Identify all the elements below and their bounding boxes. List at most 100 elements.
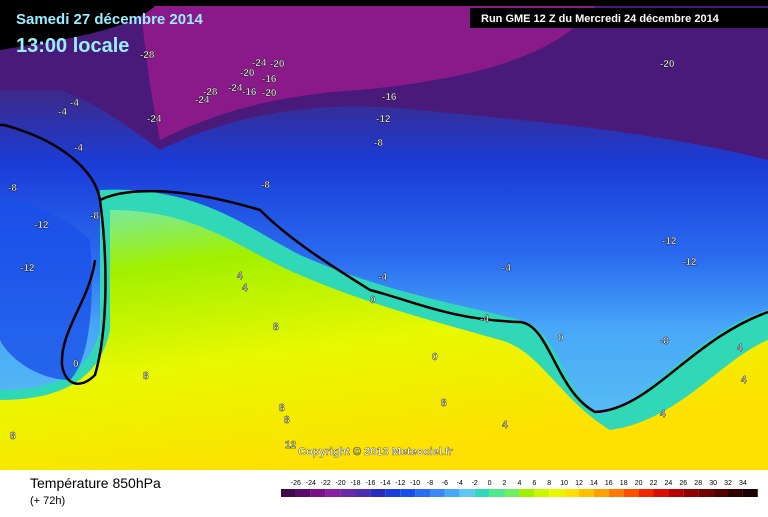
scale-swatch: [415, 489, 430, 497]
scale-label: 30: [709, 480, 717, 487]
scale-swatch: [638, 489, 654, 497]
contour-label: -12: [662, 236, 677, 247]
scale-swatch: [608, 489, 624, 497]
contour-label: 8: [279, 403, 285, 414]
scale-swatch: [713, 489, 728, 497]
scale-swatch: [593, 489, 609, 497]
header-bar: [0, 0, 768, 6]
scale-swatch: [474, 489, 490, 497]
scale-swatch: [519, 489, 535, 497]
scale-label: -26: [291, 480, 301, 487]
contour-label: 8: [143, 371, 149, 382]
contour-label: 8: [10, 431, 16, 442]
contour-label: -12: [34, 220, 49, 231]
contour-label: 0: [370, 295, 376, 306]
contour-label: -16: [242, 87, 257, 98]
contour-label: -24: [252, 58, 267, 69]
contour-label: 0: [432, 352, 438, 363]
scale-swatch: [668, 489, 684, 497]
scale-label: 22: [650, 480, 658, 487]
scale-label: -16: [365, 480, 375, 487]
scale-label: 24: [665, 480, 673, 487]
forecast-time: 13:00 locale: [16, 35, 129, 57]
scale-label: 8: [547, 480, 551, 487]
scale-label: 10: [560, 480, 568, 487]
scale-label: 2: [503, 480, 507, 487]
scale-swatch: [325, 489, 341, 497]
scale-swatch: [370, 489, 386, 497]
contour-label: 4: [242, 283, 248, 294]
scale-label: 0: [488, 480, 492, 487]
contour-labels: -28-24 -20-20-16-24-28 -16 -20-24-20-16-12-…: [8, 50, 747, 451]
contour-label: 4: [741, 375, 747, 386]
contour-label: -4: [378, 272, 387, 283]
scale-swatch: [430, 489, 445, 497]
contour-label: -20: [660, 59, 675, 70]
contour-label: -8: [660, 336, 669, 347]
field-title: Température 850hPa: [30, 475, 161, 491]
contour-label: 4: [660, 409, 666, 420]
scale-swatch: [698, 489, 714, 497]
scale-swatch: [504, 489, 520, 497]
scale-label: 26: [679, 480, 687, 487]
contour-label: -12: [376, 114, 391, 125]
scale-label: -10: [410, 480, 420, 487]
scale-label: 14: [590, 480, 598, 487]
scale-label: -14: [380, 480, 390, 487]
scale-swatch: [444, 489, 460, 497]
scale-swatch: [549, 489, 565, 497]
scale-label: -8: [427, 480, 433, 487]
copyright: Copyright © 2013 Meteociel.fr: [298, 446, 454, 458]
contour-label: -4: [502, 263, 511, 274]
scale-label: -20: [336, 480, 346, 487]
forecast-date: Samedi 27 décembre 2014: [16, 11, 203, 28]
contour-label: 4: [737, 343, 743, 354]
scale-swatch: [400, 489, 416, 497]
scale-label: 16: [605, 480, 613, 487]
map-background: [0, 0, 768, 470]
scale-swatch: [281, 489, 296, 497]
color-scale: -26 -24 -22 -20 -18 -16 -14 -12 -10 -8 -6 -4 -2 0 2 4 6 8…: [281, 480, 758, 497]
scale-label: -22: [321, 480, 331, 487]
contour-label: 12: [285, 440, 297, 451]
scale-swatch: [295, 489, 311, 497]
contour-label: 0: [558, 333, 564, 344]
scale-label: -2: [472, 480, 478, 487]
contour-label: -8: [90, 211, 99, 222]
contour-label: -4: [70, 98, 79, 109]
contour-label: -28: [140, 50, 155, 61]
scale-swatch: [534, 489, 550, 497]
scale-swatch: [653, 489, 669, 497]
scale-label: -4: [457, 480, 463, 487]
contour-label: -8: [8, 183, 17, 194]
contour-label: 4: [502, 420, 508, 431]
scale-label: -18: [350, 480, 360, 487]
lead-time: (+ 72h): [30, 495, 65, 507]
scale-label: -6: [442, 480, 448, 487]
scale-swatch: [564, 489, 579, 497]
contour-label: -24: [228, 83, 243, 94]
scale-swatch: [623, 489, 639, 497]
scale-swatch: [683, 489, 699, 497]
contour-label: -8: [374, 138, 383, 149]
scale-label: 28: [694, 480, 702, 487]
contour-label: -16: [382, 92, 397, 103]
scale-swatch: [459, 489, 475, 497]
contour-label: 8: [273, 322, 279, 333]
contour-label: -28: [203, 87, 218, 98]
scale-swatch: [310, 489, 326, 497]
contour-label: -20: [240, 68, 255, 79]
scale-label: 4: [517, 480, 521, 487]
contour-label: -4: [74, 143, 83, 154]
scale-label: -24: [306, 480, 316, 487]
scale-label: 20: [635, 480, 643, 487]
contour-label: -8: [261, 180, 270, 191]
scale-label: 18: [620, 480, 628, 487]
contour-label: 8: [441, 398, 447, 409]
scale-label: 12: [575, 480, 583, 487]
contour-label: -20: [270, 59, 285, 70]
run-box: [470, 8, 768, 28]
scale-swatch: [728, 489, 743, 497]
contour-label: -4: [58, 107, 67, 118]
